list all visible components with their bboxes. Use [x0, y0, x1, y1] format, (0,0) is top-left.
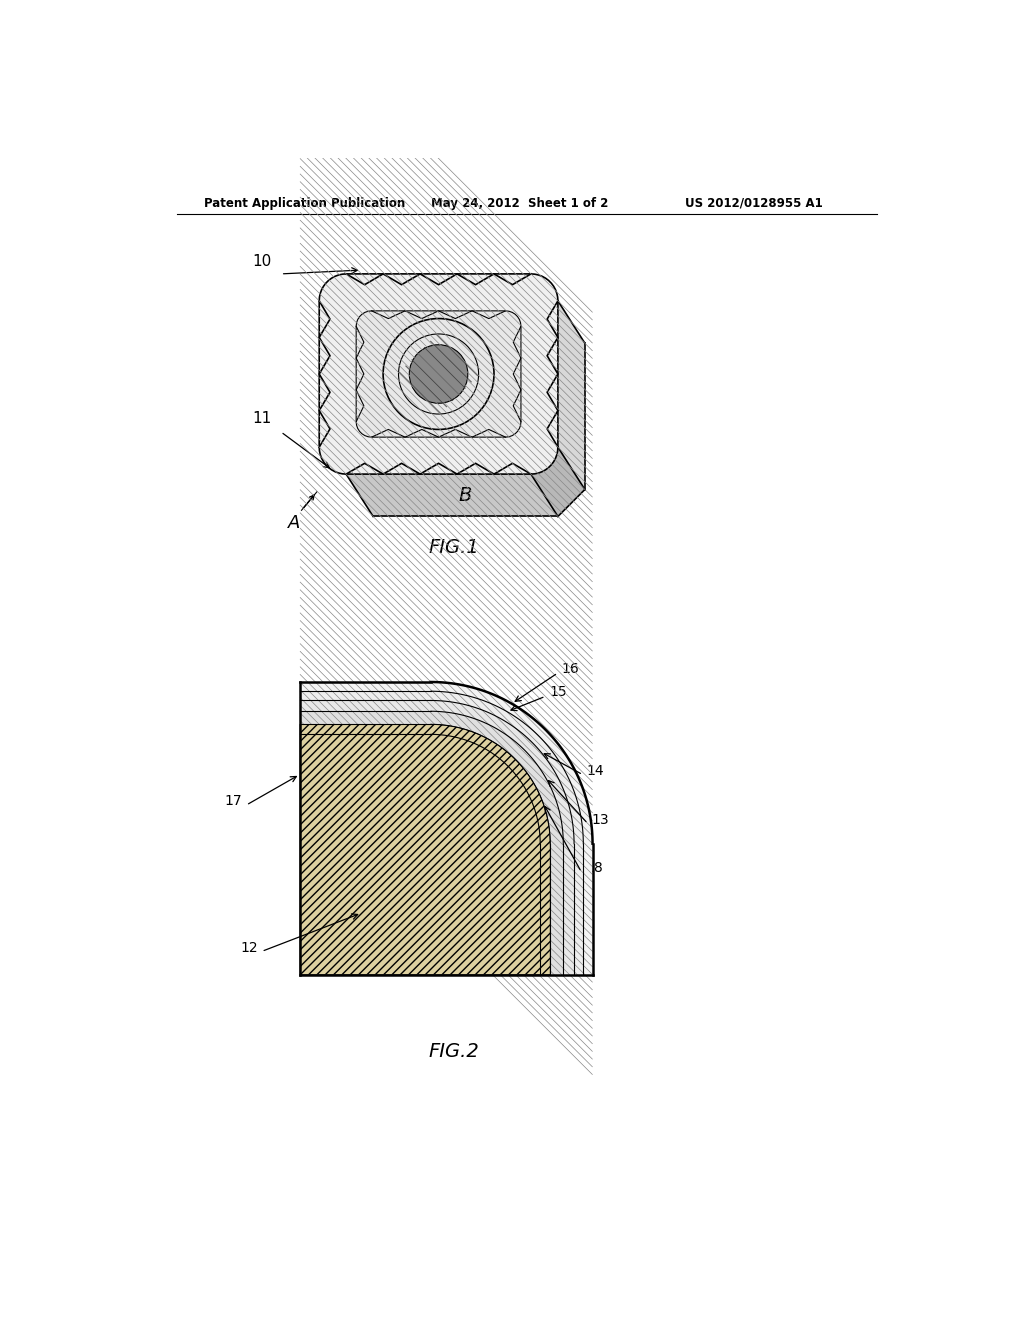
Text: A: A — [288, 513, 300, 532]
Polygon shape — [558, 301, 585, 490]
Text: 17: 17 — [224, 795, 243, 808]
Text: 11: 11 — [252, 412, 271, 426]
Text: 12: 12 — [240, 941, 258, 954]
Polygon shape — [300, 725, 550, 974]
Text: 16: 16 — [562, 663, 580, 676]
Polygon shape — [319, 275, 558, 474]
Text: May 24, 2012  Sheet 1 of 2: May 24, 2012 Sheet 1 of 2 — [431, 197, 608, 210]
Text: Patent Application Publication: Patent Application Publication — [204, 197, 404, 210]
Text: B: B — [459, 486, 472, 506]
Polygon shape — [300, 682, 593, 974]
Text: US 2012/0128955 A1: US 2012/0128955 A1 — [685, 197, 822, 210]
Polygon shape — [300, 711, 563, 974]
Text: 15: 15 — [550, 685, 567, 700]
Polygon shape — [300, 725, 550, 974]
Polygon shape — [531, 447, 585, 516]
Polygon shape — [300, 701, 574, 974]
Circle shape — [410, 345, 468, 404]
Polygon shape — [356, 312, 521, 437]
Polygon shape — [346, 474, 558, 516]
Text: 13: 13 — [592, 813, 609, 826]
Polygon shape — [300, 692, 584, 974]
Text: 14: 14 — [587, 764, 604, 777]
Text: FIG.1: FIG.1 — [429, 537, 479, 557]
Polygon shape — [300, 725, 550, 974]
Text: 18: 18 — [586, 862, 603, 875]
Text: 10: 10 — [252, 253, 271, 268]
Text: FIG.2: FIG.2 — [429, 1041, 479, 1061]
Polygon shape — [300, 734, 541, 974]
